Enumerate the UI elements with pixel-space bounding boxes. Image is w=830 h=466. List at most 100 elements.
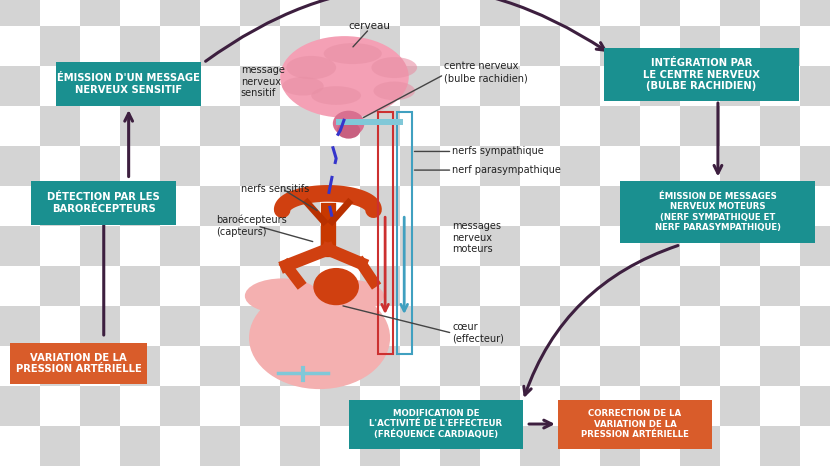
Ellipse shape — [249, 287, 390, 389]
Bar — [640, 426, 680, 466]
Text: nerfs sensitifs: nerfs sensitifs — [241, 184, 309, 194]
Bar — [560, 426, 600, 466]
Bar — [320, 146, 360, 186]
Ellipse shape — [311, 86, 361, 105]
Bar — [520, 266, 560, 306]
Bar — [360, 106, 400, 146]
Bar — [160, 66, 200, 106]
Bar — [680, 226, 720, 266]
Bar — [800, 0, 830, 26]
Bar — [280, 26, 320, 66]
Bar — [0, 386, 40, 426]
Bar — [720, 226, 760, 266]
Bar — [640, 306, 680, 346]
Bar — [520, 186, 560, 226]
Ellipse shape — [324, 43, 382, 64]
Bar — [400, 106, 440, 146]
Bar — [440, 186, 480, 226]
FancyBboxPatch shape — [10, 343, 148, 384]
Bar — [0, 66, 40, 106]
Bar — [80, 386, 120, 426]
Text: DÉTECTION PAR LES
BARORÉCEPTEURS: DÉTECTION PAR LES BARORÉCEPTEURS — [47, 192, 160, 213]
Bar — [80, 306, 120, 346]
Text: centre nerveux
(bulbe rachidien): centre nerveux (bulbe rachidien) — [444, 62, 528, 83]
Bar — [400, 266, 440, 306]
Bar — [40, 0, 80, 26]
Bar — [600, 146, 640, 186]
Bar — [120, 386, 160, 426]
Bar — [360, 306, 400, 346]
Bar — [320, 386, 360, 426]
Bar — [200, 426, 240, 466]
Bar — [240, 346, 280, 386]
Bar — [120, 266, 160, 306]
Bar — [720, 266, 760, 306]
Bar — [80, 186, 120, 226]
Bar — [440, 306, 480, 346]
Bar — [560, 226, 600, 266]
Bar — [80, 26, 120, 66]
Bar — [640, 346, 680, 386]
Bar — [160, 186, 200, 226]
Bar — [640, 66, 680, 106]
Ellipse shape — [282, 77, 324, 96]
Bar — [320, 306, 360, 346]
Bar — [520, 426, 560, 466]
Bar — [160, 106, 200, 146]
Bar — [40, 186, 80, 226]
Bar — [280, 66, 320, 106]
Bar — [40, 66, 80, 106]
Bar — [120, 106, 160, 146]
Bar — [560, 186, 600, 226]
Bar — [480, 266, 520, 306]
Bar — [760, 306, 800, 346]
Bar — [720, 186, 760, 226]
Bar — [400, 386, 440, 426]
Bar — [640, 386, 680, 426]
Bar — [800, 386, 830, 426]
Bar — [800, 266, 830, 306]
Bar — [800, 426, 830, 466]
Bar — [120, 346, 160, 386]
Bar — [320, 226, 360, 266]
Bar — [600, 266, 640, 306]
Bar — [280, 346, 320, 386]
Bar — [240, 66, 280, 106]
Bar — [600, 306, 640, 346]
FancyBboxPatch shape — [558, 399, 711, 448]
Bar — [720, 386, 760, 426]
Bar — [480, 226, 520, 266]
Bar — [800, 226, 830, 266]
Bar — [360, 426, 400, 466]
Bar — [280, 426, 320, 466]
Bar — [760, 0, 800, 26]
Ellipse shape — [314, 268, 359, 305]
Bar — [480, 26, 520, 66]
FancyBboxPatch shape — [621, 180, 815, 243]
Bar — [40, 106, 80, 146]
Bar — [0, 226, 40, 266]
Bar — [400, 146, 440, 186]
Bar — [440, 346, 480, 386]
Bar — [440, 66, 480, 106]
Bar — [200, 226, 240, 266]
Bar — [40, 146, 80, 186]
FancyBboxPatch shape — [56, 62, 202, 106]
Bar — [640, 146, 680, 186]
Bar — [120, 426, 160, 466]
Bar — [240, 106, 280, 146]
Text: cerveau: cerveau — [349, 21, 391, 31]
Bar — [600, 186, 640, 226]
Bar — [440, 426, 480, 466]
Bar — [680, 66, 720, 106]
Bar — [280, 266, 320, 306]
Bar — [680, 106, 720, 146]
Bar — [600, 386, 640, 426]
Bar — [600, 0, 640, 26]
Bar — [160, 26, 200, 66]
Bar — [680, 426, 720, 466]
Bar — [320, 266, 360, 306]
Text: nerfs sympathique: nerfs sympathique — [452, 146, 544, 157]
Bar — [400, 226, 440, 266]
Text: INTÉGRATION PAR
LE CENTRE NERVEUX
(BULBE RACHIDIEN): INTÉGRATION PAR LE CENTRE NERVEUX (BULBE… — [643, 58, 759, 91]
